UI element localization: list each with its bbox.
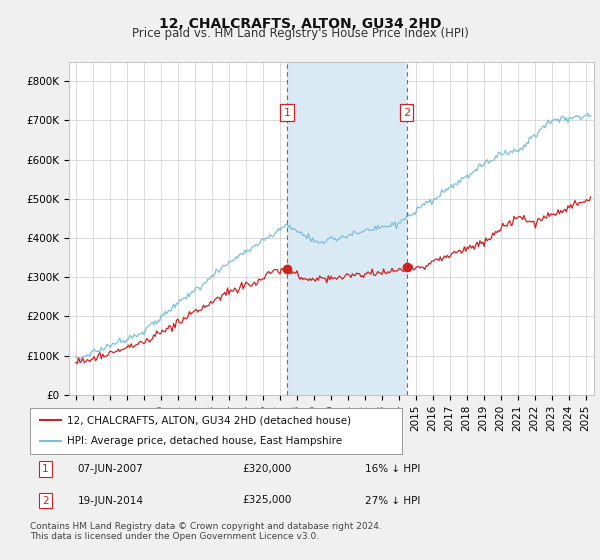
Text: £320,000: £320,000 — [242, 464, 291, 474]
Text: 07-JUN-2007: 07-JUN-2007 — [77, 464, 143, 474]
Text: HPI: Average price, detached house, East Hampshire: HPI: Average price, detached house, East… — [67, 436, 343, 446]
Text: 12, CHALCRAFTS, ALTON, GU34 2HD (detached house): 12, CHALCRAFTS, ALTON, GU34 2HD (detache… — [67, 415, 352, 425]
Text: 2: 2 — [403, 108, 410, 118]
Text: Price paid vs. HM Land Registry's House Price Index (HPI): Price paid vs. HM Land Registry's House … — [131, 27, 469, 40]
Text: 1: 1 — [284, 108, 290, 118]
Text: 27% ↓ HPI: 27% ↓ HPI — [365, 496, 420, 506]
Text: Contains HM Land Registry data © Crown copyright and database right 2024.
This d: Contains HM Land Registry data © Crown c… — [30, 522, 382, 542]
Bar — [287, 62, 407, 395]
Text: 2: 2 — [43, 496, 49, 506]
Text: 19-JUN-2014: 19-JUN-2014 — [77, 496, 143, 506]
Text: 1: 1 — [43, 464, 49, 474]
Text: £325,000: £325,000 — [242, 496, 292, 506]
Text: 12, CHALCRAFTS, ALTON, GU34 2HD: 12, CHALCRAFTS, ALTON, GU34 2HD — [159, 17, 441, 31]
Text: 16% ↓ HPI: 16% ↓ HPI — [365, 464, 420, 474]
